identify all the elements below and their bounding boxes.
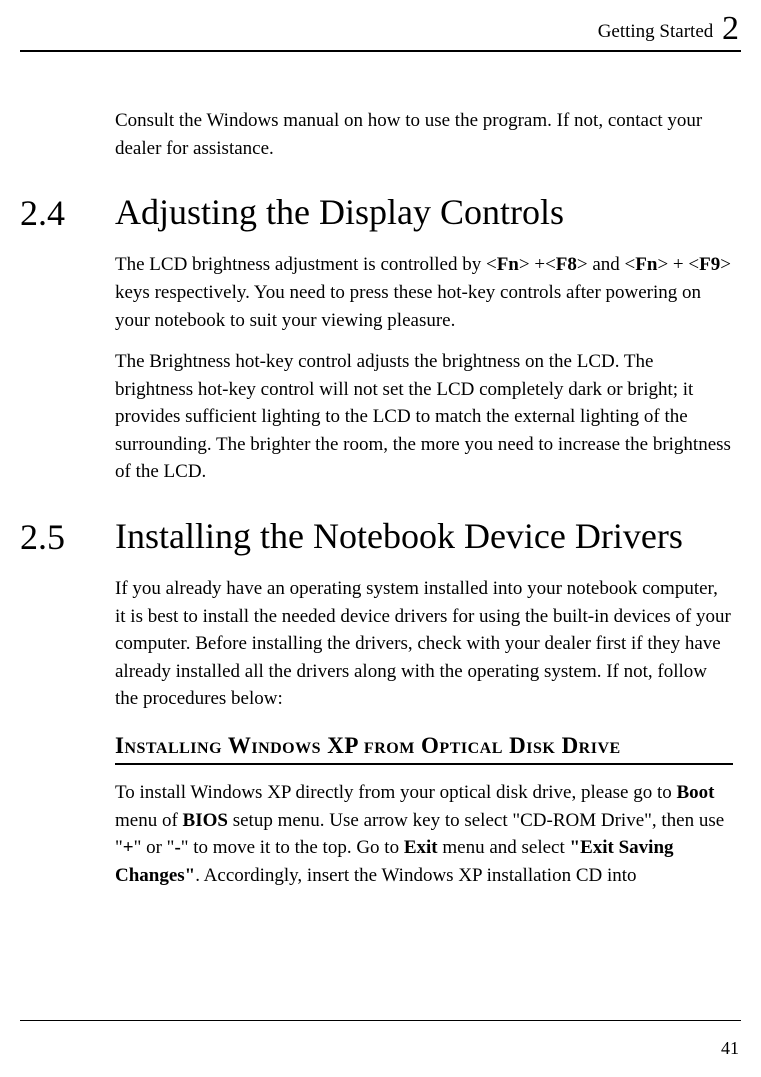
page-number: 41: [721, 1038, 739, 1059]
subheading-rule: [115, 763, 733, 765]
section-title: Adjusting the Display Controls: [115, 192, 733, 233]
section-number: 2.4: [20, 192, 65, 234]
text: . Accordingly, insert the Windows XP ins…: [195, 865, 636, 886]
text: > + <: [657, 254, 699, 275]
text: " or ": [134, 837, 175, 858]
running-header: Getting Started 2: [20, 12, 741, 46]
section-2-5-p2: To install Windows XP directly from your…: [115, 779, 733, 889]
section-2-4: 2.4 Adjusting the Display Controls: [115, 192, 733, 233]
text: To install Windows XP directly from your…: [115, 782, 676, 803]
bold-boot: Boot: [676, 782, 714, 803]
key-fn: Fn: [635, 254, 657, 275]
key-f8: F8: [556, 254, 577, 275]
text: > and <: [577, 254, 635, 275]
footer-rule: [20, 1020, 741, 1021]
section-2-4-p1: The LCD brightness adjustment is control…: [115, 251, 733, 334]
text: menu and select: [438, 837, 570, 858]
key-f9: F9: [699, 254, 720, 275]
header-title: Getting Started: [598, 21, 714, 42]
bold-exit: Exit: [404, 837, 438, 858]
intro-paragraph: Consult the Windows manual on how to use…: [115, 107, 733, 162]
key-fn: Fn: [497, 254, 519, 275]
chapter-number: 2: [718, 10, 739, 47]
page-content: Consult the Windows manual on how to use…: [115, 107, 733, 889]
bold-bios: BIOS: [183, 810, 228, 831]
bold-plus: +: [123, 837, 134, 858]
section-title: Installing the Notebook Device Drivers: [115, 516, 733, 557]
header-rule: [20, 50, 741, 52]
section-2-4-p2: The Brightness hot-key control adjusts t…: [115, 348, 733, 486]
text: The LCD brightness adjustment is control…: [115, 254, 497, 275]
section-2-5: 2.5 Installing the Notebook Device Drive…: [115, 516, 733, 557]
section-number: 2.5: [20, 516, 65, 558]
text: " to move it to the top. Go to: [181, 837, 404, 858]
subheading-install-xp: Installing Windows XP from Optical Disk …: [115, 733, 733, 759]
text: > +<: [519, 254, 556, 275]
text: menu of: [115, 810, 183, 831]
section-2-5-p1: If you already have an operating system …: [115, 575, 733, 713]
